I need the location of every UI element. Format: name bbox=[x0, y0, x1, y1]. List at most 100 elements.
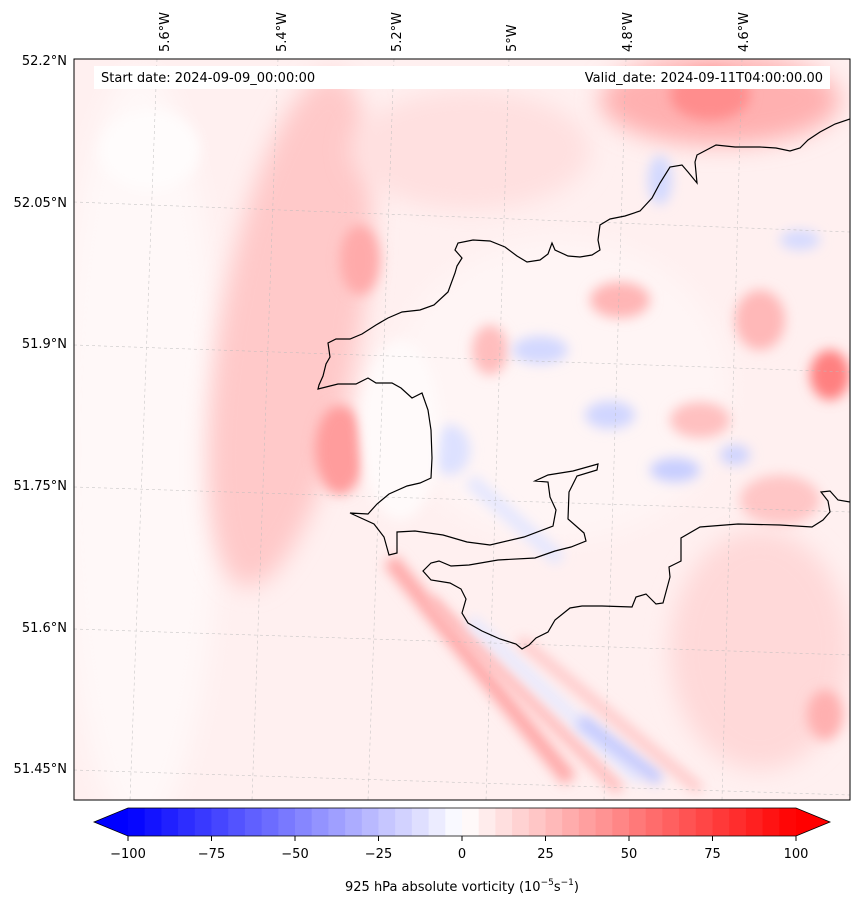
colorbar-cell bbox=[194, 808, 212, 836]
vorticity-streak-pos2 bbox=[425, 595, 625, 795]
colorbar-tick-label: 25 bbox=[537, 847, 554, 862]
vorticity-max-west2 bbox=[340, 225, 380, 295]
colorbar-cell bbox=[662, 808, 680, 836]
vorticity-inland-neg4 bbox=[720, 445, 750, 465]
vorticity-inland-weak bbox=[390, 240, 730, 540]
colorbar-tick-label: 100 bbox=[784, 847, 809, 862]
colorbar-cell bbox=[495, 808, 513, 836]
colorbar-cell bbox=[612, 808, 630, 836]
colorbar-cell bbox=[629, 808, 647, 836]
vorticity-weak-west bbox=[74, 70, 220, 800]
colorbar-cell bbox=[512, 808, 530, 836]
colorbar-cell bbox=[762, 808, 780, 836]
vorticity-e-max bbox=[810, 350, 850, 400]
lon-label: 5.2°W bbox=[390, 12, 405, 52]
colorbar-cell bbox=[361, 808, 379, 836]
colorbar-cell bbox=[578, 808, 597, 836]
colorbar-cell bbox=[128, 808, 146, 836]
lat-label: 51.45°N bbox=[14, 762, 67, 777]
lat-label: 51.6°N bbox=[22, 621, 67, 636]
colorbar-cell bbox=[478, 808, 496, 836]
colorbar-cell bbox=[679, 808, 697, 836]
colorbar-cell bbox=[562, 808, 580, 836]
lon-label: 5.4°W bbox=[275, 12, 290, 52]
vorticity-inland-pos3 bbox=[472, 325, 508, 375]
lat-label: 52.05°N bbox=[14, 196, 67, 211]
lat-label: 51.9°N bbox=[22, 337, 67, 352]
colorbar-cell bbox=[244, 808, 263, 836]
colorbar-cell bbox=[178, 808, 196, 836]
lon-label: 4.8°W bbox=[621, 12, 636, 52]
colorbar-cell bbox=[295, 808, 313, 836]
vorticity-streak-pos3 bbox=[516, 636, 704, 794]
colorbar-cell bbox=[779, 808, 797, 836]
colorbar-extend-left bbox=[94, 808, 128, 836]
vorticity-inland-pos4 bbox=[670, 402, 730, 438]
colorbar-tick-label: 75 bbox=[704, 847, 721, 862]
vorticity-se bbox=[670, 530, 850, 770]
vorticity-se-max bbox=[807, 690, 843, 740]
colorbar-extend-right bbox=[796, 808, 830, 836]
colorbar-cell bbox=[445, 808, 463, 836]
lat-label: 52.2°N bbox=[22, 54, 67, 69]
colorbar-cell bbox=[211, 808, 229, 836]
coastline bbox=[317, 118, 850, 650]
colorbar-cell bbox=[595, 808, 613, 836]
map-panel bbox=[74, 59, 850, 800]
colorbar-cell bbox=[745, 808, 764, 836]
vorticity-inland-neg5 bbox=[780, 230, 820, 250]
colorbar-tick-labels: −100 −75 −50 −25 0 25 50 75 100 bbox=[110, 847, 808, 862]
colorbar-tick-label: 0 bbox=[458, 847, 466, 862]
map-frame bbox=[73, 58, 851, 801]
vorticity-inland-pos1 bbox=[590, 282, 650, 318]
colorbar-cell bbox=[411, 808, 430, 836]
colorbar-tick-label: −25 bbox=[365, 847, 392, 862]
colorbar: −100 −75 −50 −25 0 25 50 75 100 925 hPa … bbox=[92, 807, 832, 895]
vorticity-inland-pos5 bbox=[740, 475, 820, 525]
date-info-box: Start date: 2024-09-09_00:00:00 Valid_da… bbox=[94, 66, 830, 89]
vorticity-streak-neg3 bbox=[465, 474, 565, 566]
lon-label: 4.6°W bbox=[737, 12, 752, 52]
colorbar-title: 925 hPa absolute vorticity (10−5s−1) bbox=[345, 878, 579, 895]
colorbar-cell bbox=[428, 808, 446, 836]
colorbar-tick-label: 50 bbox=[621, 847, 638, 862]
colorbar-cell bbox=[345, 808, 363, 836]
lat-label: 51.75°N bbox=[14, 479, 67, 494]
coastline-main bbox=[317, 118, 850, 650]
vorticity-inland-pos2 bbox=[735, 290, 785, 350]
lon-label: 5.6°W bbox=[158, 12, 173, 52]
valid-date-label: Valid_date: 2024-09-11T04:00:00.00 bbox=[585, 71, 823, 86]
latitude-labels: 52.2°N 52.05°N 51.9°N 51.75°N 51.6°N 51.… bbox=[14, 54, 67, 777]
colorbar-cell bbox=[695, 808, 713, 836]
colorbar-tick-label: −50 bbox=[281, 847, 308, 862]
colorbar-tick-label: −100 bbox=[110, 847, 146, 862]
longitude-labels: 5.6°W 5.4°W 5.2°W 5°W 4.8°W 4.6°W bbox=[158, 12, 752, 52]
colorbar-cell bbox=[645, 808, 663, 836]
vorticity-streak-pos1 bbox=[383, 554, 577, 786]
colorbar-cell bbox=[228, 808, 246, 836]
colorbar-cell bbox=[161, 808, 179, 836]
colorbar-cell bbox=[328, 808, 346, 836]
colorbar-cell bbox=[278, 808, 296, 836]
start-date-label: Start date: 2024-09-09_00:00:00 bbox=[101, 71, 315, 86]
vorticity-inland-neg2 bbox=[585, 401, 635, 429]
vorticity-inland-neg1 bbox=[512, 336, 568, 364]
vorticity-nw-light bbox=[100, 110, 200, 190]
colorbar-ticks bbox=[127, 836, 797, 841]
colorbar-tick-label: −75 bbox=[198, 847, 225, 862]
lon-label: 5°W bbox=[505, 24, 520, 52]
colorbar-cell bbox=[712, 808, 730, 836]
date-info-background bbox=[94, 66, 830, 89]
colorbar-cell bbox=[395, 808, 413, 836]
vorticity-max-west bbox=[315, 405, 365, 495]
vorticity-inland-neg3 bbox=[650, 458, 700, 482]
colorbar-cell bbox=[462, 808, 480, 836]
vorticity-field bbox=[74, 59, 850, 800]
colorbar-cell bbox=[144, 808, 162, 836]
vorticity-streak-neg2 bbox=[575, 714, 665, 786]
vorticity-inland-neg7 bbox=[430, 425, 470, 475]
vorticity-streak-neg1 bbox=[465, 615, 645, 785]
colorbar-cell bbox=[261, 808, 279, 836]
vorticity-ridge-west bbox=[207, 73, 373, 587]
